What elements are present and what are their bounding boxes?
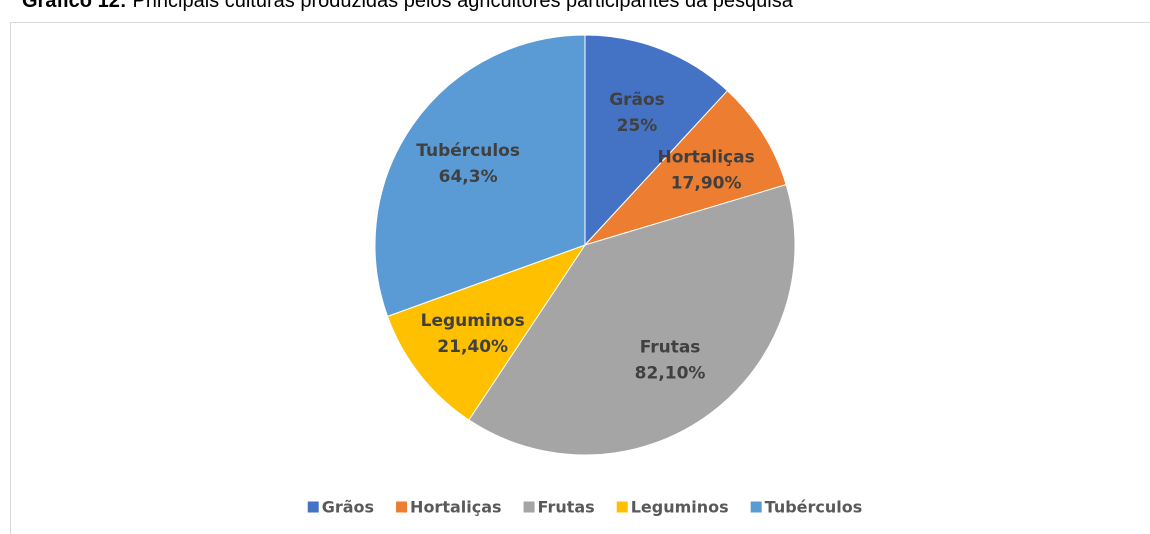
legend-swatch	[307, 501, 319, 513]
legend-label: Hortaliças	[410, 498, 502, 517]
pie-slice	[584, 34, 729, 247]
chart-title: Gráfico 12: Principais culturas produzida…	[22, 0, 794, 12]
data-label-name: Grãos	[609, 90, 665, 110]
legend-swatch	[750, 501, 762, 513]
data-label-value: 82,10%	[635, 364, 706, 384]
legend-swatch	[616, 501, 628, 513]
data-label-name: Frutas	[640, 338, 701, 358]
data-label-value: 21,40%	[437, 337, 508, 357]
data-label-name: Hortaliças	[658, 147, 755, 167]
data-label-name: Tubérculos	[416, 141, 520, 161]
legend-label: Tubérculos	[765, 498, 863, 517]
data-label-name: Leguminos	[421, 311, 525, 331]
data-label-value: 64,3%	[439, 167, 498, 187]
legend-swatch	[396, 501, 408, 513]
legend-label: Leguminos	[631, 498, 729, 517]
legend-swatch	[523, 501, 535, 513]
data-label-value: 25%	[617, 116, 658, 136]
pie-slice	[386, 244, 587, 421]
pie-slice	[583, 89, 787, 247]
legend-label: Grãos	[322, 498, 374, 517]
pie-slice	[374, 34, 586, 317]
pie-slice	[468, 184, 796, 456]
title-number: Gráfico 12:	[22, 0, 126, 12]
title-text: Principais culturas produzidas pelos agr…	[132, 0, 793, 12]
data-label-value: 17,90%	[671, 173, 742, 193]
legend-label: Frutas	[538, 498, 595, 517]
